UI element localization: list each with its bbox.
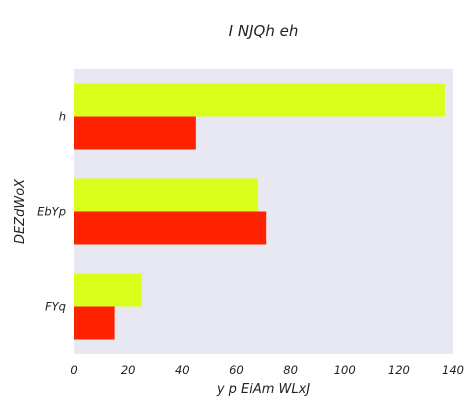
bar-EbYp-series-1 [74,178,259,212]
bar-FYq-series-2 [74,306,115,340]
x-tick-label: 40 [175,363,190,377]
chart-title: I NJQh eh [229,22,299,40]
y-tick-label: h [59,110,66,124]
y-tick-labels: h EbYp FYq [37,110,66,314]
y-axis-label: DEZdWoX [13,178,28,244]
x-tick-label: 0 [70,363,77,377]
x-axis-label: y p EiAm WLxJ [216,382,311,397]
bars-group [74,83,445,340]
x-tick-label: 80 [283,363,298,377]
bar-h-series-2 [74,116,196,150]
y-tick-label: FYq [45,300,66,314]
x-tick-label: 140 [442,363,464,377]
x-tick-label: 20 [121,363,136,377]
bar-FYq-series-1 [74,273,142,307]
y-tick-label: EbYp [37,205,66,219]
bar-h-series-1 [74,83,445,117]
x-tick-labels: 0 20 40 60 80 100 120 140 [70,363,464,377]
bar-EbYp-series-2 [74,211,267,245]
x-tick-label: 120 [388,363,410,377]
x-tick-label: 60 [229,363,244,377]
x-tick-label: 100 [334,363,356,377]
